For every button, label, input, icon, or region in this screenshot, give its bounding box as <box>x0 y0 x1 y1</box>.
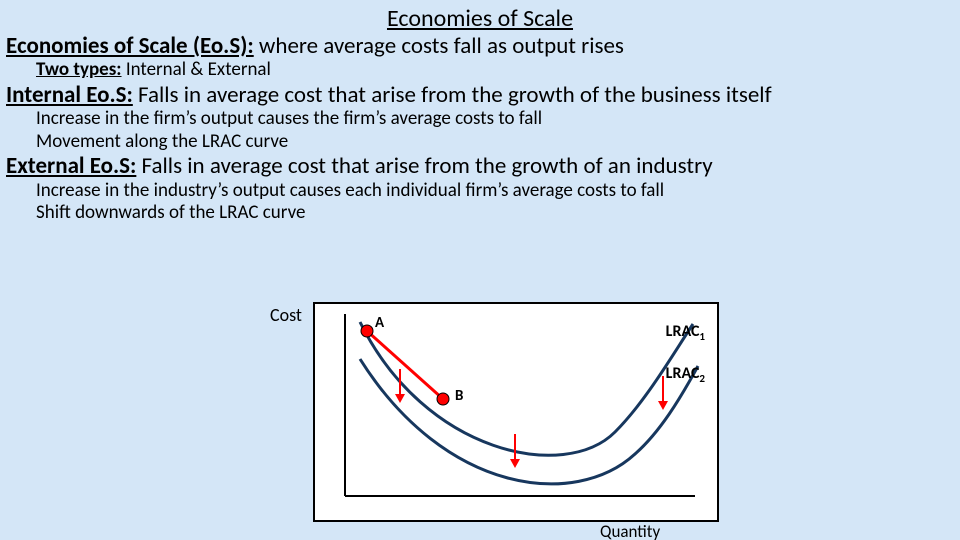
external-term: External Eo.S: <box>6 152 136 180</box>
internal-sub1: Increase in the firm’s output causes the… <box>36 108 960 130</box>
definition-term: Economies of Scale (Eo.S): <box>6 32 254 60</box>
page-title: Economies of Scale <box>0 4 960 33</box>
external-text: Falls in average cost that arise from th… <box>136 152 712 180</box>
definition-line: Economies of Scale (Eo.S): where average… <box>6 33 960 59</box>
point-b-label: B <box>455 387 463 405</box>
two-types-line: Two types: Internal & External <box>36 59 960 81</box>
external-sub2: Shift downwards of the LRAC curve <box>36 202 960 224</box>
lrac1-text: LRAC <box>666 322 700 341</box>
cost-axis-label: Cost <box>270 304 302 326</box>
chart-svg <box>315 304 717 520</box>
lrac-chart: A B LRAC1 LRAC2 <box>313 302 719 522</box>
quantity-axis-label: Quantity <box>600 521 660 540</box>
lrac1-label: LRAC1 <box>666 322 705 343</box>
internal-text: Falls in average cost that arise from th… <box>133 81 772 109</box>
lrac2-sub: 2 <box>699 372 705 385</box>
two-types-text: Internal & External <box>122 58 271 81</box>
lrac2-text: LRAC <box>666 364 700 383</box>
definition-text: where average costs fall as output rises <box>254 32 624 60</box>
external-sub1: Increase in the industry’s output causes… <box>36 180 960 202</box>
point-a-label: A <box>375 314 384 332</box>
internal-term: Internal Eo.S: <box>6 81 133 109</box>
internal-sub2: Movement along the LRAC curve <box>36 131 960 153</box>
lrac2-label: LRAC2 <box>666 364 705 385</box>
two-types-label: Two types: <box>36 58 122 81</box>
internal-heading: Internal Eo.S: Falls in average cost tha… <box>6 82 960 108</box>
lrac1-sub: 1 <box>699 330 705 343</box>
external-heading: External Eo.S: Falls in average cost tha… <box>6 153 960 179</box>
